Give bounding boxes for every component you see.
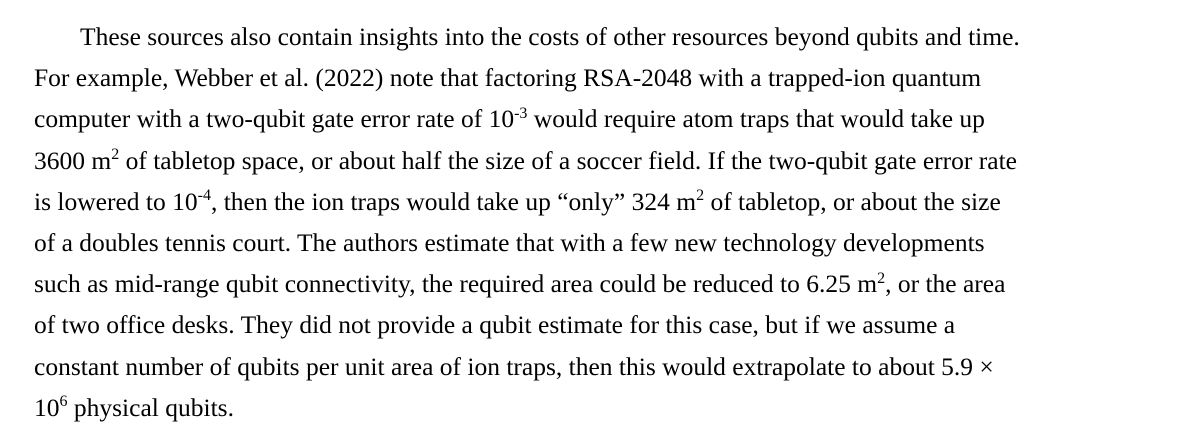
text-run: computer with a two-qubit gate error rat… [34,104,515,134]
document-body: These sources also contain insights into… [34,16,1184,428]
paragraph-line: These sources also contain insights into… [34,16,1184,57]
exponent: -3 [514,104,528,122]
text-run: of a doubles tennis court. The authors e… [34,227,985,257]
text-run: is lowered to 10 [34,186,198,216]
paragraph-line: is lowered to 10-4, then the ion traps w… [34,181,1184,222]
text-run: For example, Webber et al. (2022) note t… [34,63,982,93]
paragraph-line: such as mid-range qubit connectivity, th… [34,263,1184,304]
paragraph-line: constant number of qubits per unit area … [34,346,1184,387]
text-run: , then the ion traps would take up “only… [210,186,697,216]
text-run: of tabletop, or about the size [704,186,1001,216]
exponent: 6 [59,393,68,411]
paragraph-line: For example, Webber et al. (2022) note t… [34,57,1184,98]
exponent: 2 [111,145,120,163]
text-run: such as mid-range qubit connectivity, th… [34,269,878,299]
exponent: 2 [877,269,886,287]
paragraph-line: 3600 m2 of tabletop space, or about half… [34,140,1184,181]
text-run: , or the area [885,269,1006,299]
text-run: of tabletop space, or about half the siz… [119,145,1017,175]
exponent: -4 [197,187,211,205]
text-run: constant number of qubits per unit area … [34,351,994,381]
paragraph-line: of a doubles tennis court. The authors e… [34,222,1184,263]
paragraph: These sources also contain insights into… [34,16,1184,428]
text-run: of two office desks. They did not provid… [34,310,956,340]
text-run: would require atom traps that would take… [527,104,985,134]
text-run: These sources also contain insights into… [80,22,1020,51]
paragraph-line: computer with a two-qubit gate error rat… [34,98,1184,139]
paragraph-line: 106 physical qubits. [34,387,1184,428]
text-run: 10 [34,392,60,422]
exponent: 2 [696,187,705,205]
paragraph-line: of two office desks. They did not provid… [34,304,1184,345]
text-run: 3600 m [34,145,112,175]
text-run: physical qubits. [67,392,234,422]
